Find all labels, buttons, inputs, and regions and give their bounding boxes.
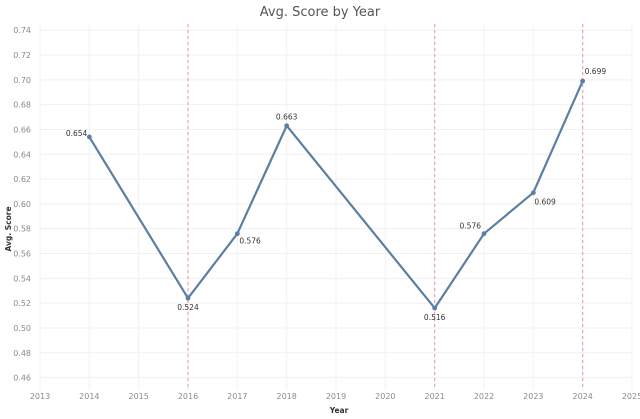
data-point [481,231,487,237]
x-tick-label: 2021 [424,392,444,401]
data-label: 0.576 [239,237,261,246]
series-line [88,80,584,310]
data-point [185,295,191,301]
y-tick-label: 0.46 [13,374,31,383]
y-tick-label: 0.56 [13,250,31,259]
data-label: 0.699 [585,67,607,76]
x-tick-label: 2013 [30,392,50,401]
y-tick-label: 0.62 [13,175,31,184]
y-tick-label: 0.52 [13,299,31,308]
data-label: 0.576 [460,222,482,231]
x-tick-label: 2024 [572,392,592,401]
data-label: 0.524 [177,303,199,312]
data-point [580,78,586,84]
data-point [284,123,290,129]
y-axis-ticks: 0.46 0.48 0.50 0.52 0.54 0.56 0.58 0.60 0.62 0.64… [13,26,31,382]
y-tick-label: 0.74 [13,26,31,35]
x-axis-label: Year [329,406,349,415]
x-tick-label: 2020 [375,392,395,401]
y-tick-label: 0.70 [13,76,31,85]
x-tick-label: 2017 [227,392,247,401]
y-tick-label: 0.68 [13,101,31,110]
data-label: 0.663 [276,113,298,122]
y-tick-label: 0.60 [13,200,31,209]
data-point [530,190,536,196]
y-tick-label: 0.58 [13,225,31,234]
y-tick-label: 0.50 [13,324,31,333]
reference-lines [187,24,584,390]
x-tick-label: 2023 [523,392,543,401]
y-tick-label: 0.64 [13,150,31,159]
data-point [234,231,240,237]
x-tick-label: 2018 [276,392,296,401]
x-tick-label: 2015 [128,392,148,401]
y-tick-label: 0.48 [13,349,31,358]
y-tick-label: 0.54 [13,274,31,283]
y-tick-label: 0.66 [13,125,31,134]
y-tick-label: 0.72 [13,51,31,60]
x-tick-label: 2016 [178,392,198,401]
data-label: 0.516 [424,313,446,322]
x-tick-label: 2019 [326,392,346,401]
data-points [86,78,586,311]
y-axis-label: Avg. Score [4,206,13,251]
data-point [86,134,92,140]
data-point [432,305,438,311]
data-label: 0.654 [66,129,88,138]
data-labels: 0.654 0.524 0.576 0.663 0.516 0.576 0.609 0.699 [66,67,607,322]
grid [39,24,633,390]
chart-title: Avg. Score by Year [260,5,381,20]
x-axis-ticks: 2013 2014 2015 2016 2017 2018 2019 2020 2021 2022… [30,392,640,401]
x-tick-label: 2025 [622,392,640,401]
data-label: 0.609 [534,198,556,207]
x-tick-label: 2014 [79,392,99,401]
x-tick-label: 2022 [474,392,494,401]
